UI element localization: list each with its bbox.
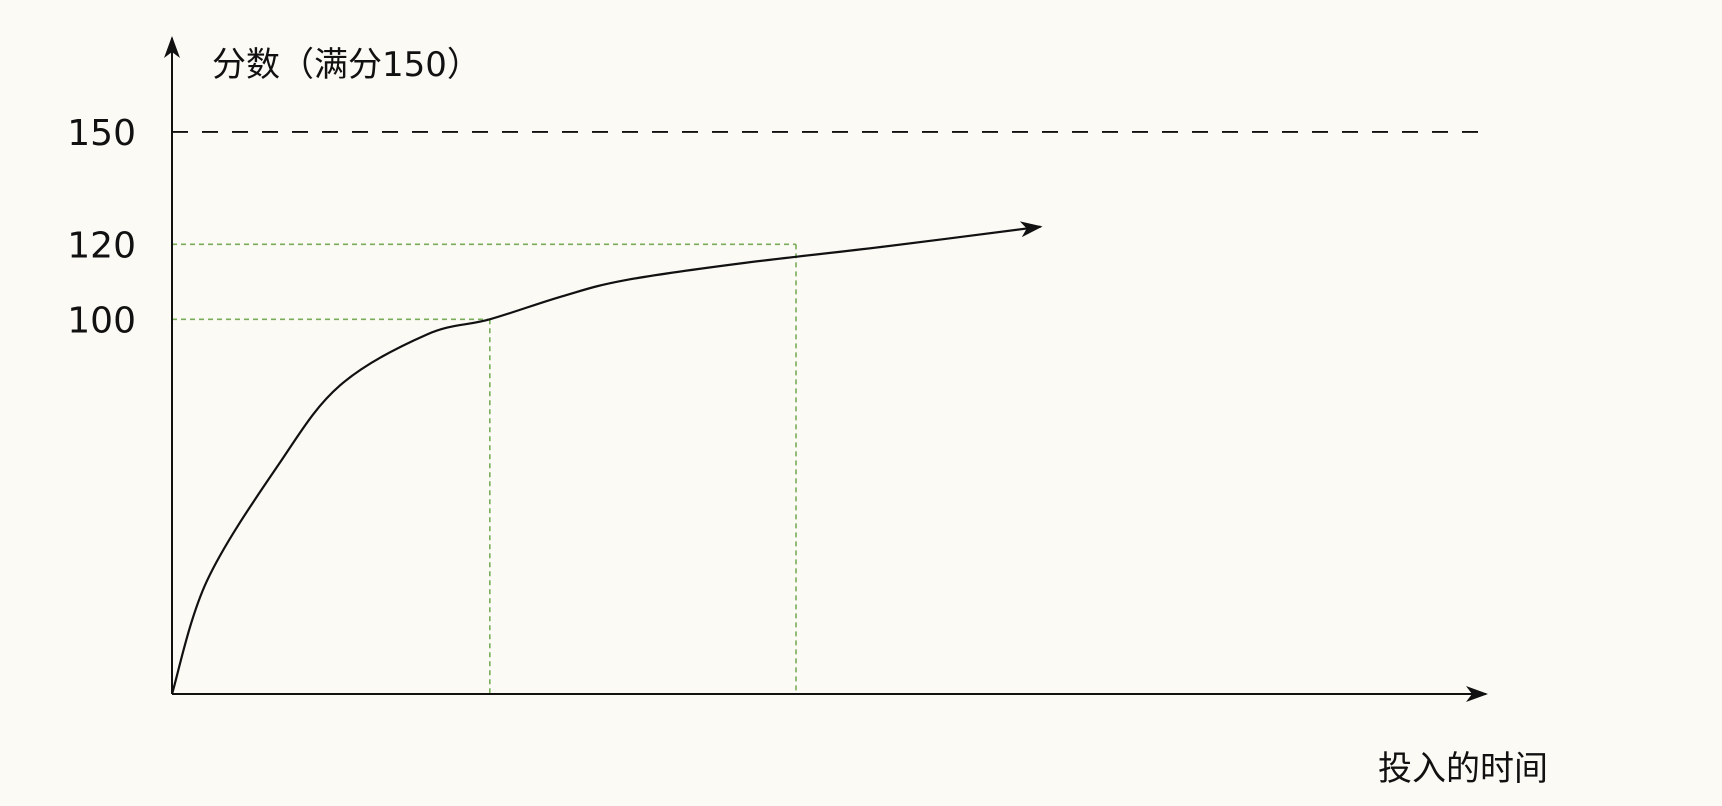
guide-lines [172, 243, 797, 694]
score-curve [170, 221, 1043, 695]
y-tick-label-100: 100 [67, 300, 136, 341]
y-tick-label-150: 150 [67, 113, 136, 154]
x-axis-label: 投入的时间 [1378, 749, 1548, 789]
y-axis-label: 分数（满分150） [212, 45, 481, 85]
y-tick-labels: 150 120 100 [67, 113, 136, 341]
y-tick-label-120: 120 [67, 225, 136, 266]
